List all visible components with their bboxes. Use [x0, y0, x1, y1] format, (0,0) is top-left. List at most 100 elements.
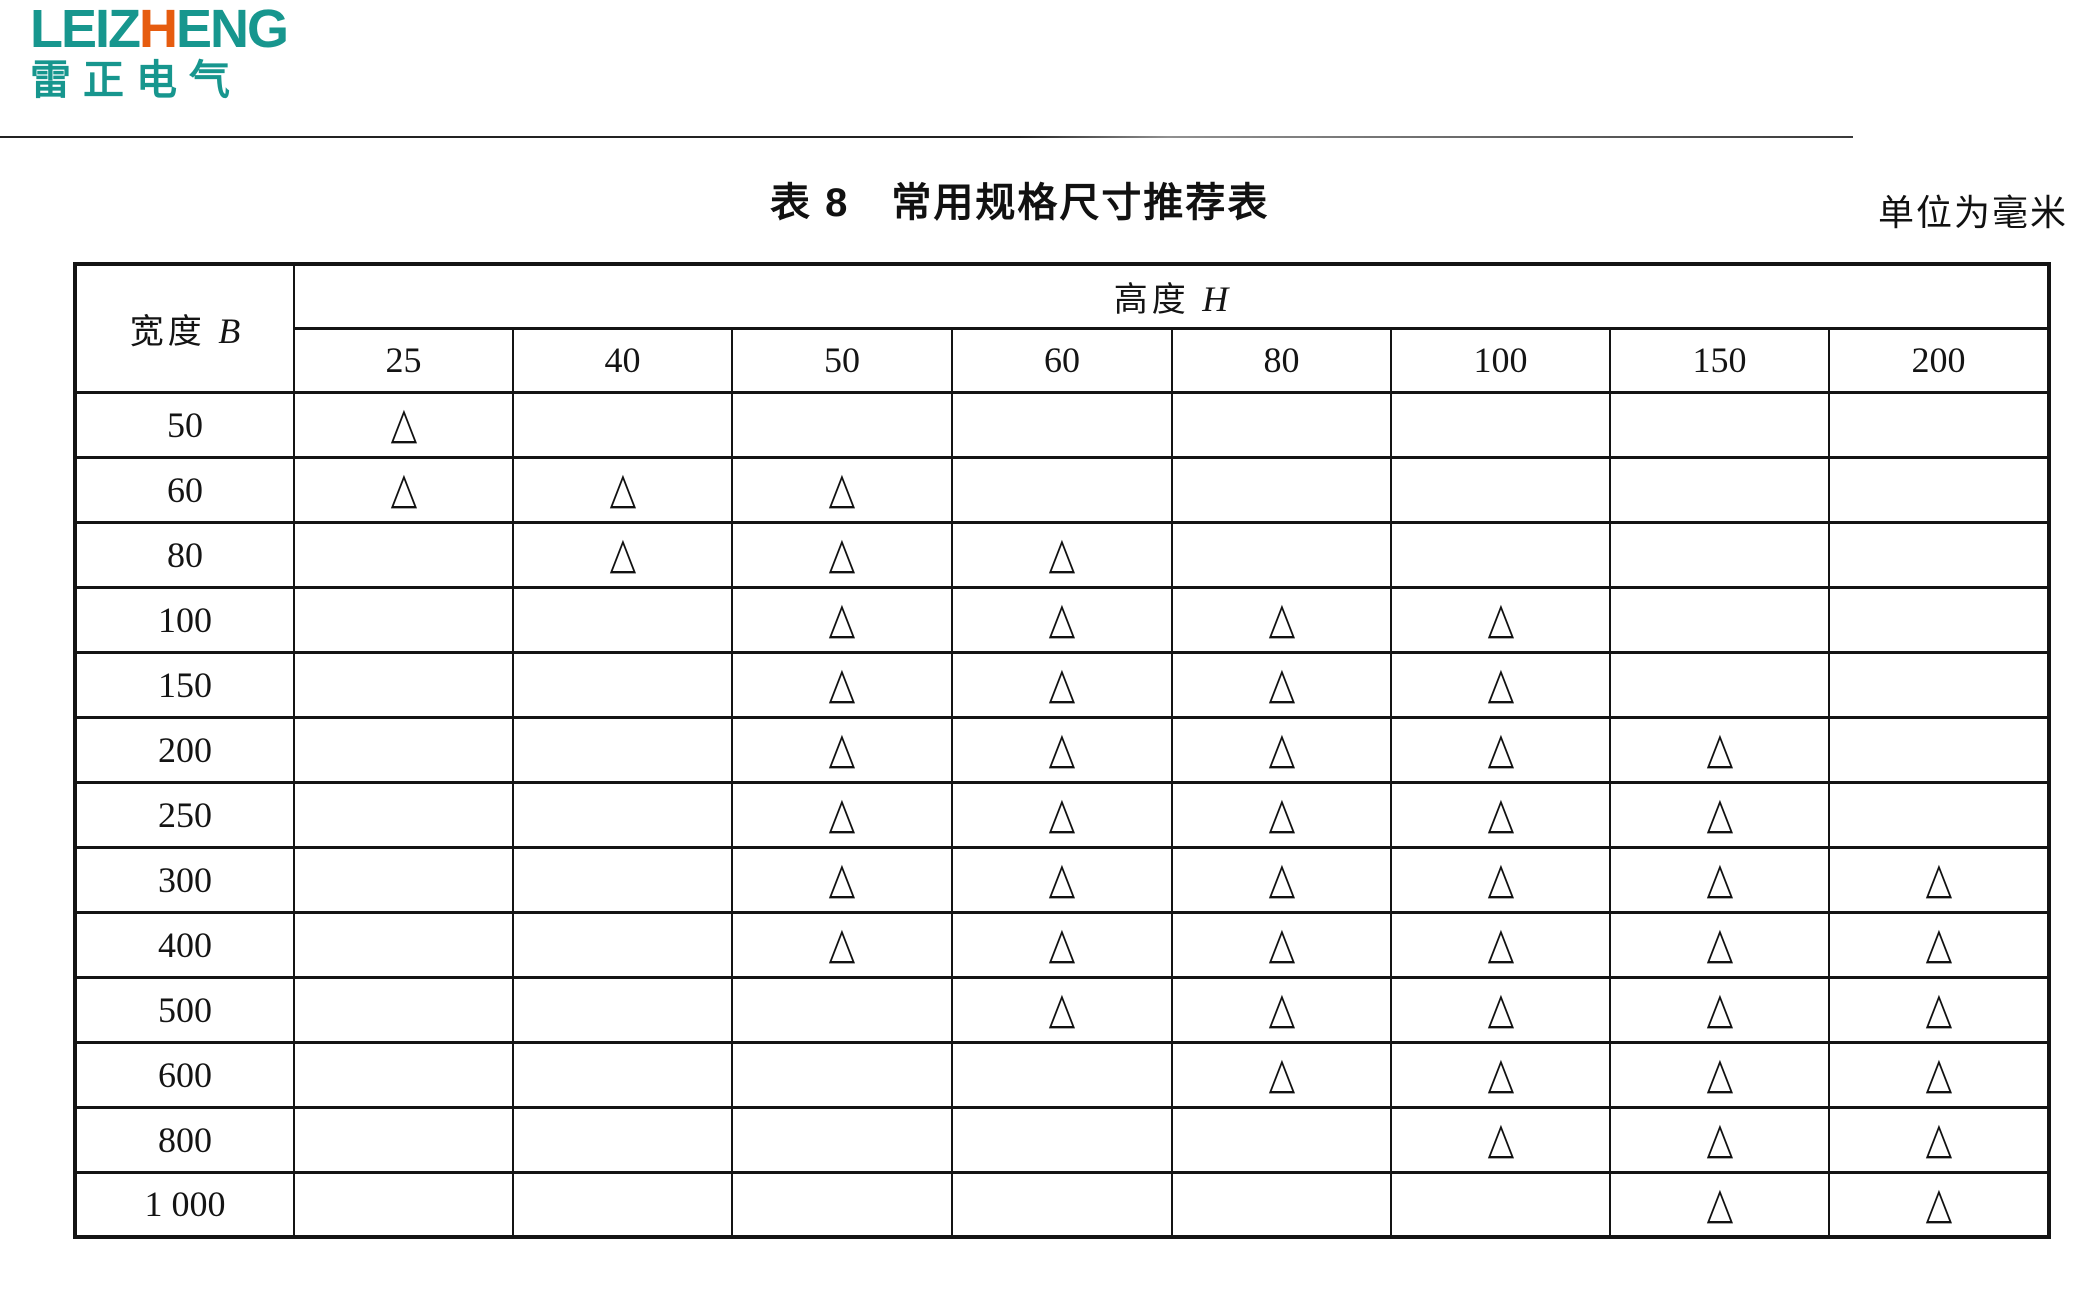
triangle-mark-icon: △ [1048, 723, 1076, 774]
spec-cell: △ [731, 715, 953, 784]
spec-cell [1609, 455, 1830, 524]
triangle-mark-icon: △ [1048, 918, 1076, 969]
spec-cell [951, 1105, 1173, 1174]
spec-cell [1171, 520, 1392, 589]
row-label-cell: 500 [74, 975, 295, 1044]
triangle-mark-icon: △ [1925, 983, 1952, 1034]
row-label-cell: 400 [74, 910, 295, 979]
table-row: 600 △ △ △ △ [74, 1040, 2050, 1109]
triangle-mark-icon: △ [1706, 723, 1733, 774]
triangle-mark-icon: △ [828, 788, 856, 839]
logo-wordmark-right: ENG [176, 0, 289, 59]
col-header-150: 150 [1609, 326, 1830, 394]
spec-cell: △ [1390, 585, 1611, 654]
triangle-mark-icon: △ [1487, 593, 1514, 644]
triangle-mark-icon: △ [1706, 853, 1733, 904]
triangle-mark-icon: △ [828, 853, 856, 904]
triangle-mark-icon: △ [390, 463, 417, 514]
spec-cell [512, 845, 733, 914]
table-row: 800 △ △ △ [74, 1105, 2050, 1174]
table-row: 50 △ [74, 390, 2050, 459]
col-header-200: 200 [1828, 326, 2050, 394]
spec-cell [293, 975, 514, 1044]
triangle-mark-icon: △ [1925, 1177, 1952, 1229]
spec-cell: △ [731, 845, 953, 914]
spec-cell: △ [731, 585, 953, 654]
spec-cell [1828, 715, 2050, 784]
triangle-mark-icon: △ [1706, 983, 1733, 1034]
spec-cell [1828, 455, 2050, 524]
spec-cell: △ [1390, 975, 1611, 1044]
spec-cell: △ [1828, 845, 2050, 914]
spec-cell: △ [731, 910, 953, 979]
spec-cell: △ [1390, 780, 1611, 849]
row-label-cell: 80 [74, 520, 295, 589]
spec-cell: △ [1828, 975, 2050, 1044]
spec-cell [512, 585, 733, 654]
triangle-mark-icon: △ [1268, 593, 1295, 644]
spec-cell: △ [1828, 1170, 2050, 1239]
table-row: 200 △ △ △ △ △ [74, 715, 2050, 784]
spec-cell: △ [1609, 715, 1830, 784]
corner-width-label: 宽度 B [74, 262, 295, 394]
spec-cell [1390, 390, 1611, 459]
spec-cell [293, 1105, 514, 1174]
col-header-100: 100 [1390, 326, 1611, 394]
spec-cell [293, 780, 514, 849]
col-header-row: 25 40 50 60 80 100 150 200 [75, 326, 2050, 394]
spec-cell: △ [1828, 1040, 2050, 1109]
row-label-cell: 60 [74, 455, 295, 524]
spec-cell [1828, 390, 2050, 459]
spec-cell: △ [1609, 975, 1830, 1044]
triangle-mark-icon: △ [828, 658, 856, 709]
spec-cell: △ [1390, 1105, 1611, 1174]
triangle-mark-icon: △ [1487, 1048, 1514, 1099]
table-row: 300 △ △ △ △ △ △ [74, 845, 2050, 914]
spec-cell [512, 780, 733, 849]
spec-cell [1171, 1170, 1392, 1239]
triangle-mark-icon: △ [1487, 723, 1514, 774]
row-label-cell: 1 000 [74, 1170, 295, 1239]
triangle-mark-icon: △ [1268, 723, 1295, 774]
table-row: 150 △ △ △ △ [74, 650, 2050, 719]
spec-cell: △ [1609, 1040, 1830, 1109]
spec-cell: △ [1609, 1170, 1830, 1239]
spec-cell: △ [1171, 910, 1392, 979]
table-row: 400 △ △ △ △ △ △ [74, 910, 2050, 979]
table-row: 1 000 △ △ [74, 1170, 2050, 1239]
spec-cell: △ [1390, 845, 1611, 914]
spec-cell: △ [1171, 975, 1392, 1044]
spec-cell: △ [731, 455, 953, 524]
spec-cell: △ [293, 390, 514, 459]
spec-cell [293, 715, 514, 784]
logo-wordmark-left: LEIZ [30, 0, 141, 59]
triangle-mark-icon: △ [1487, 983, 1514, 1034]
spec-cell [1828, 585, 2050, 654]
triangle-mark-icon: △ [1268, 853, 1295, 904]
triangle-mark-icon: △ [1925, 1048, 1952, 1099]
triangle-mark-icon: △ [1268, 918, 1295, 969]
triangle-mark-icon: △ [828, 528, 856, 579]
triangle-mark-icon: △ [1048, 593, 1076, 644]
spec-cell [951, 390, 1173, 459]
table-title: 表 8 常用规格尺寸推荐表 [770, 181, 1270, 225]
spec-cell: △ [1609, 910, 1830, 979]
spec-cell [1171, 390, 1392, 459]
spec-cell: △ [1390, 715, 1611, 784]
unit-label: 单位为毫米 [1877, 193, 2068, 233]
row-label-cell: 50 [74, 390, 295, 459]
row-label-cell: 150 [74, 650, 295, 719]
row-label-cell: 250 [74, 780, 295, 849]
spec-cell [731, 975, 953, 1044]
spec-cell [1828, 650, 2050, 719]
spec-cell: △ [731, 520, 953, 589]
width-variable: B [218, 310, 241, 351]
spec-cell: △ [1609, 1105, 1830, 1174]
spec-cell [1828, 520, 2050, 589]
spec-cell [512, 1105, 733, 1174]
spec-cell [731, 390, 953, 459]
header-rule [0, 136, 1853, 138]
spec-cell [512, 975, 733, 1044]
spec-cell [951, 1040, 1173, 1109]
